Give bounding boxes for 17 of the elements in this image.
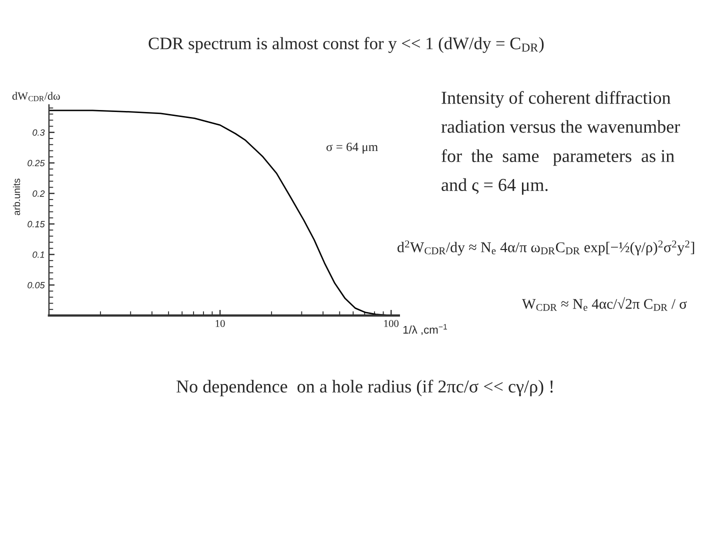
text: W$_{CDR}$ ≈ N$_{e}$ 4αc/√2π C$_{DR}$ / σ	[522, 297, 687, 311]
y-tick-label: 0.3	[32, 129, 45, 136]
text: dW$_{CDR}$/dω	[12, 92, 60, 102]
y-tick-label: 0.05	[28, 282, 45, 288]
annotation: σ = 64 μm	[326, 142, 378, 154]
y-tick-label: 0.1	[32, 251, 44, 258]
y-axis-title: arb.units	[12, 178, 20, 216]
y-tick-label: 0.2	[32, 190, 45, 197]
text: No dependence on a hole radius (if 2πc/σ << cγ/ρ) !	[176, 380, 553, 396]
text: d$^{2}$W$_{CDR}$/dy ≈ N$_{e}$ 4α/π ω$_{DR}$C$_{DR}$ exp[−½(γ/ρ)$^{2}$σ$^{2}$y$^{2}$]	[398, 240, 694, 256]
chart-title: CDR spectrum is almost const for y << 1 (dW/dy = C$_{DR}$)	[148, 36, 544, 53]
y-tick-label: 0.15	[28, 220, 45, 228]
x-axis-title: 1/λ ,cm$^{−1}$	[403, 324, 447, 336]
x-tick-label: 100	[384, 320, 399, 328]
x-tick-label: 10	[216, 320, 225, 328]
text: Intensity of coherent diffraction radiation versus the wavenumber for the same parameters as in and ς = 64 μm.	[441, 91, 680, 195]
y-tick-label: 0.25	[28, 160, 45, 166]
